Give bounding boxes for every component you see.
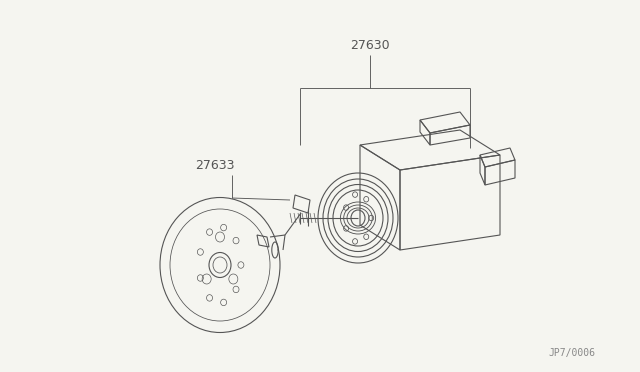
Text: JP7/0006: JP7/0006 — [548, 348, 595, 358]
Text: 27633: 27633 — [195, 159, 235, 172]
Text: 27630: 27630 — [350, 39, 390, 52]
